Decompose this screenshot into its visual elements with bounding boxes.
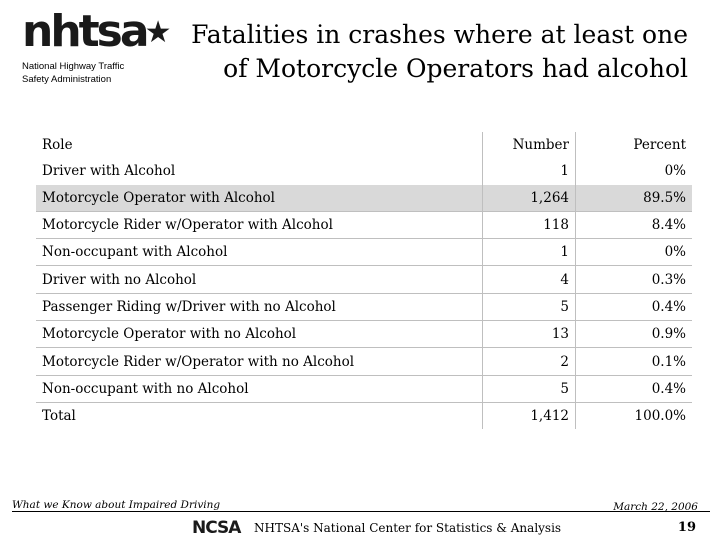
slide-title-line2: of Motorcycle Operators had alcohol <box>223 54 688 83</box>
header-number: Number <box>482 132 576 159</box>
footer-center-text: NHTSA's National Center for Statistics &… <box>254 521 562 535</box>
cell-role: Passenger Riding w/Driver with no Alcoho… <box>36 292 483 321</box>
cell-number: 118 <box>482 210 576 239</box>
cell-role: Motorcycle Rider w/Operator with no Alco… <box>36 347 483 376</box>
cell-role: Non-occupant with no Alcohol <box>36 374 483 403</box>
footer-divider <box>12 511 710 512</box>
table-row: Non-occupant with Alcohol 1 0% <box>36 238 692 266</box>
fatalities-table: Role Number Percent Driver with Alcohol … <box>36 132 692 430</box>
star-icon: ★ <box>144 15 172 50</box>
nhtsa-logo-wordmark: nhtsa ★ <box>22 6 171 57</box>
nhtsa-logo: nhtsa ★ National Highway Traffic Safety A… <box>22 6 171 86</box>
table-row: Non-occupant with no Alcohol 5 0.4% <box>36 374 692 403</box>
cell-role: Motorcycle Rider w/Operator with Alcohol <box>36 210 483 239</box>
cell-number: 4 <box>482 265 576 294</box>
footer-date: March 22, 2006 <box>613 501 698 513</box>
cell-percent: 0.4% <box>575 292 692 321</box>
agency-name-line1: National Highway Traffic <box>22 61 125 72</box>
table-row: Motorcycle Rider w/Operator with no Alco… <box>36 347 692 376</box>
cell-number: 2 <box>482 347 576 376</box>
cell-role: Motorcycle Operator with Alcohol <box>36 184 483 212</box>
footer-presentation-title: What we Know about Impaired Driving <box>12 499 221 511</box>
slide-title: Fatalities in crashes where at least one… <box>168 18 688 86</box>
cell-number: 5 <box>482 374 576 403</box>
table-total-row: Total 1,412 100.0% <box>36 401 692 430</box>
cell-number: 1 <box>482 238 576 266</box>
cell-number: 5 <box>482 292 576 321</box>
table-row: Driver with Alcohol 1 0% <box>36 158 692 185</box>
table-row: Motorcycle Rider w/Operator with Alcohol… <box>36 210 692 239</box>
cell-number: 13 <box>482 320 576 348</box>
table-row: Passenger Riding w/Driver with no Alcoho… <box>36 292 692 321</box>
logo-word: nhtsa <box>22 6 150 57</box>
cell-percent: 0.4% <box>575 374 692 403</box>
cell-number: 1,264 <box>482 184 576 212</box>
table-row: Motorcycle Operator with no Alcohol 13 0… <box>36 320 692 348</box>
cell-percent: 0% <box>575 238 692 266</box>
cell-role: Driver with no Alcohol <box>36 265 483 294</box>
slide-title-line1: Fatalities in crashes where at least one <box>191 20 688 49</box>
agency-name-line2: Safety Administration <box>22 74 112 85</box>
table-header-row: Role Number Percent <box>36 132 692 159</box>
cell-number: 1,412 <box>482 401 576 430</box>
page-number: 19 <box>677 520 696 535</box>
cell-role: Total <box>36 401 483 430</box>
header-percent: Percent <box>575 132 692 159</box>
cell-percent: 100.0% <box>575 401 692 430</box>
cell-role: Motorcycle Operator with no Alcohol <box>36 320 483 348</box>
ncsa-logo: NCSA <box>192 518 241 538</box>
agency-name: National Highway Traffic Safety Administ… <box>22 60 152 86</box>
header-role: Role <box>42 137 73 154</box>
cell-percent: 0.1% <box>575 347 692 376</box>
cell-percent: 0% <box>575 158 692 185</box>
cell-percent: 0.3% <box>575 265 692 294</box>
cell-number: 1 <box>482 158 576 185</box>
cell-role: Non-occupant with Alcohol <box>36 238 483 266</box>
cell-percent: 89.5% <box>575 184 692 212</box>
cell-percent: 0.9% <box>575 320 692 348</box>
table-row: Driver with no Alcohol 4 0.3% <box>36 265 692 294</box>
cell-percent: 8.4% <box>575 210 692 239</box>
cell-role: Driver with Alcohol <box>42 163 176 180</box>
table-row: Motorcycle Operator with Alcohol 1,264 8… <box>36 184 692 212</box>
